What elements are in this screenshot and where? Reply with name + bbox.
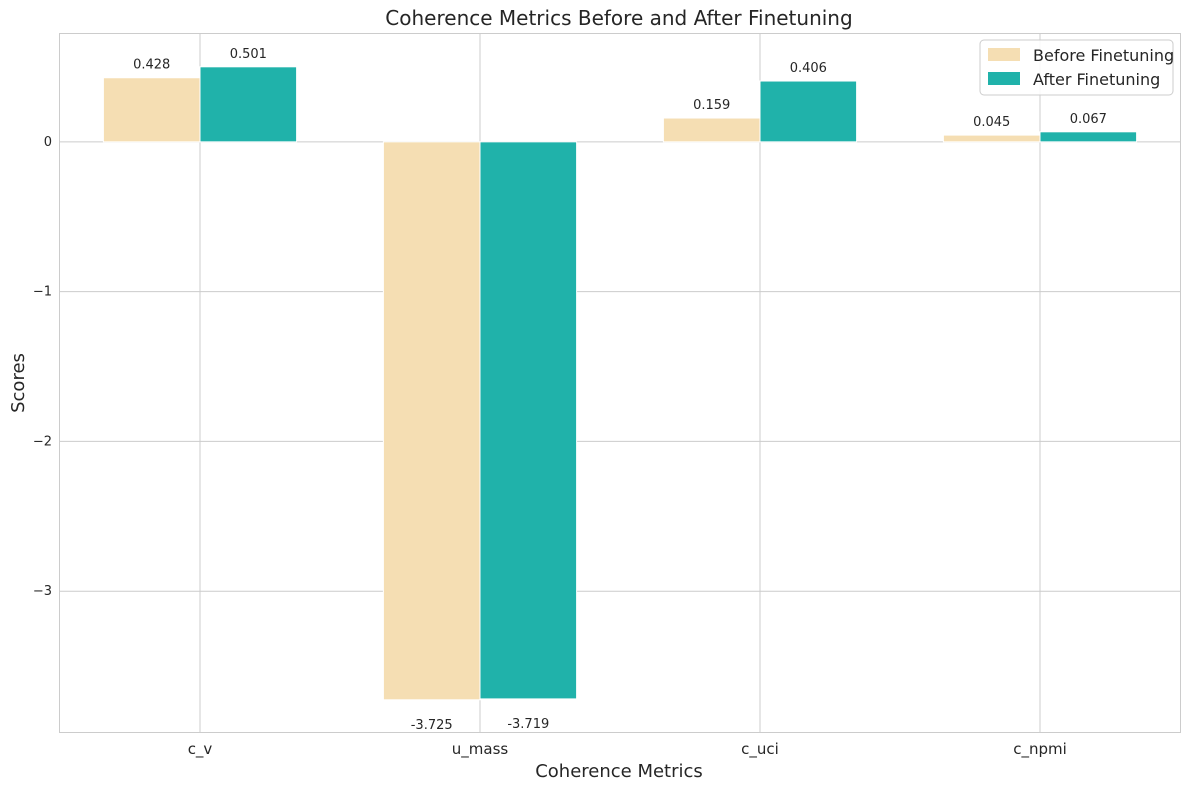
- data-label: 0.501: [230, 47, 267, 62]
- x-tick-label: c_v: [188, 740, 213, 759]
- y-axis-label: Scores: [8, 353, 29, 413]
- data-labels: 0.428 -3.725 0.159 0.045 0.501 -3.719 0.406 0.0…: [133, 47, 1107, 733]
- bar-before-u_mass: [382, 141, 481, 701]
- legend-swatch-after: [988, 72, 1020, 85]
- plot-frame: [59, 33, 1181, 733]
- y-tick-label: −2: [33, 434, 52, 449]
- y-tick-label: −1: [33, 285, 52, 300]
- data-label: 0.045: [973, 115, 1010, 130]
- x-axis-label: Coherence Metrics: [535, 761, 703, 782]
- data-label: 0.067: [1070, 112, 1107, 127]
- legend-label-before: Before Finetuning: [1033, 46, 1174, 65]
- data-label: 0.428: [133, 58, 170, 73]
- legend-swatch-before: [988, 48, 1020, 61]
- bar-after-c_uci: [759, 80, 858, 143]
- bar-before-c_npmi: [942, 134, 1041, 143]
- data-label: 0.159: [693, 98, 730, 113]
- legend: Before Finetuning After Finetuning: [979, 39, 1174, 96]
- legend-label-after: After Finetuning: [1033, 70, 1160, 89]
- bar-after-c_v: [199, 66, 298, 143]
- bar-after-u_mass: [479, 141, 578, 700]
- data-label: -3.725: [411, 718, 453, 733]
- bar-before-c_v: [102, 77, 201, 143]
- data-label: 0.406: [790, 61, 827, 76]
- tick-labels: 0 −1 −2 −3 c_v u_mass c_uci c_npmi: [33, 135, 1067, 759]
- data-label: -3.719: [507, 717, 549, 732]
- y-tick-label: −3: [33, 584, 52, 599]
- x-tick-label: c_uci: [741, 740, 779, 759]
- x-tick-label: c_npmi: [1013, 740, 1067, 759]
- bar-after-c_npmi: [1039, 131, 1138, 143]
- x-tick-label: u_mass: [452, 740, 509, 759]
- chart-title: Coherence Metrics Before and After Finet…: [385, 6, 852, 30]
- y-tick-label: 0: [44, 135, 52, 150]
- bars: [102, 66, 1138, 701]
- legend-box: [979, 39, 1174, 96]
- bar-before-c_uci: [662, 117, 761, 143]
